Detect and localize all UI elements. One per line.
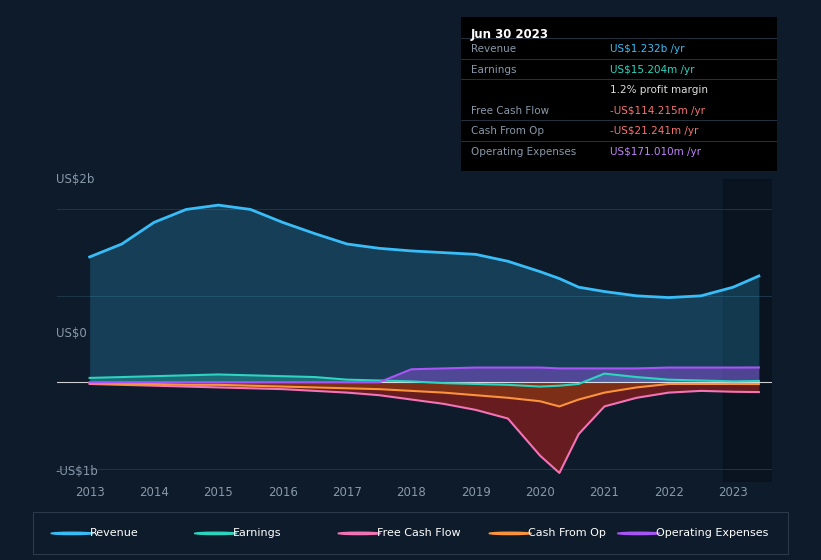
Text: -US$1b: -US$1b <box>56 465 99 478</box>
Text: Earnings: Earnings <box>233 529 282 538</box>
Text: Operating Expenses: Operating Expenses <box>471 147 576 157</box>
Text: US$0: US$0 <box>56 326 86 340</box>
Text: -US$114.215m /yr: -US$114.215m /yr <box>610 106 705 115</box>
Text: -US$21.241m /yr: -US$21.241m /yr <box>610 126 699 136</box>
Text: US$15.204m /yr: US$15.204m /yr <box>610 64 695 74</box>
Bar <box>723 179 772 482</box>
Circle shape <box>489 532 531 535</box>
Text: US$171.010m /yr: US$171.010m /yr <box>610 147 701 157</box>
Circle shape <box>195 532 236 535</box>
Text: Earnings: Earnings <box>471 64 516 74</box>
Text: Cash From Op: Cash From Op <box>528 529 605 538</box>
Circle shape <box>51 532 94 535</box>
Text: Revenue: Revenue <box>89 529 138 538</box>
Text: Free Cash Flow: Free Cash Flow <box>377 529 460 538</box>
Text: Jun 30 2023: Jun 30 2023 <box>471 27 549 40</box>
Text: Operating Expenses: Operating Expenses <box>656 529 768 538</box>
Text: Cash From Op: Cash From Op <box>471 126 544 136</box>
Text: Revenue: Revenue <box>471 44 516 54</box>
Text: US$2b: US$2b <box>56 172 94 186</box>
Circle shape <box>338 532 380 535</box>
Text: 1.2% profit margin: 1.2% profit margin <box>610 85 708 95</box>
Circle shape <box>617 532 660 535</box>
Text: US$1.232b /yr: US$1.232b /yr <box>610 44 685 54</box>
Text: Free Cash Flow: Free Cash Flow <box>471 106 549 115</box>
